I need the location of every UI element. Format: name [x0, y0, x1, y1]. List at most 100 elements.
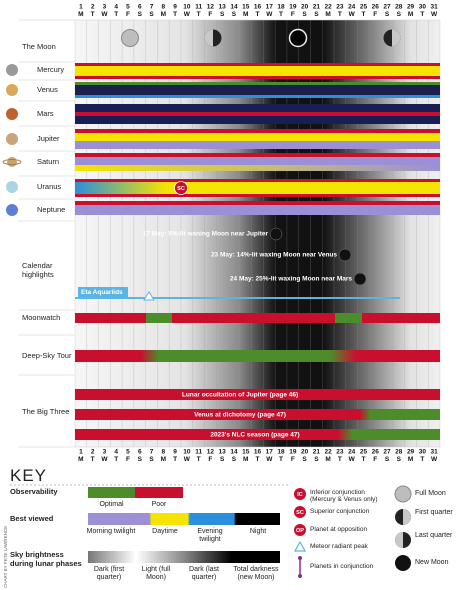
day-number: 1	[79, 449, 83, 456]
meteor-label-box	[78, 287, 128, 297]
weekday-label: W	[266, 456, 273, 463]
day-number: 22	[325, 449, 333, 456]
key-label: Optimal	[99, 501, 124, 508]
row-label: Jupiter	[37, 134, 60, 143]
day-number: 3	[103, 449, 107, 456]
weekday-label: M	[78, 11, 83, 18]
row-label: Neptune	[37, 205, 65, 214]
weekday-label: S	[138, 456, 143, 463]
first-quarter-lit	[392, 29, 401, 47]
key-label: Dark (first quarter)	[93, 566, 125, 582]
day-number: 6	[138, 449, 142, 456]
key-title: KEY	[10, 466, 48, 485]
neptune-icon	[6, 204, 18, 216]
weekday-label: M	[243, 11, 248, 18]
deep-sky-bar	[75, 350, 440, 362]
day-number: 5	[126, 449, 130, 456]
weekday-label: T	[197, 456, 201, 463]
day-number: 18	[277, 4, 285, 11]
weekday-label: W	[266, 11, 273, 18]
day-number: 6	[138, 4, 142, 11]
weekday-label: S	[302, 11, 307, 18]
day-number: 30	[419, 4, 427, 11]
row-label: Mercury	[37, 65, 64, 74]
key-label: Superior conjunction	[310, 508, 370, 515]
weekday-label: T	[420, 456, 424, 463]
day-number: 20	[301, 449, 309, 456]
day-number: 2	[91, 449, 95, 456]
weekday-label: M	[161, 11, 166, 18]
day-number: 24	[348, 4, 356, 11]
full-moon-icon	[121, 29, 139, 47]
weekday-label: S	[149, 11, 154, 18]
day-number: 21	[313, 4, 321, 11]
weekday-label: S	[232, 456, 237, 463]
day-number: 30	[419, 449, 427, 456]
row-separators	[18, 19, 440, 448]
sc-marker	[174, 181, 188, 195]
weekday-label: S	[314, 11, 319, 18]
weekday-label: W	[431, 456, 438, 463]
highlight-text: 23 May: 14%-lit waxing Moon near Venus	[211, 252, 337, 259]
key-label: New Moon	[415, 559, 449, 566]
row-label: Saturn	[37, 157, 59, 166]
weekday-label: M	[408, 456, 413, 463]
sc-marker-label: SC	[177, 186, 185, 192]
row-label: The Moon	[22, 42, 56, 51]
meteor-shower-label: Eta Aquariids	[81, 289, 123, 296]
day-number: 21	[313, 449, 321, 456]
weekday-label: S	[220, 11, 225, 18]
row-label: The Big Three	[22, 407, 69, 416]
weekday-label: S	[397, 11, 402, 18]
day-number: 15	[242, 449, 250, 456]
day-number: 27	[383, 449, 391, 456]
uranus-icon	[6, 181, 18, 193]
weekday-label: F	[373, 11, 377, 18]
key-meteor-icon	[293, 540, 307, 552]
day-number: 28	[395, 4, 403, 11]
key-label: Night	[249, 528, 267, 535]
weekday-label: S	[314, 456, 319, 463]
weekday-label: T	[114, 456, 118, 463]
key-new-moon	[395, 555, 411, 571]
weekday-label: W	[349, 11, 356, 18]
conjunction-moon	[338, 248, 352, 262]
weekday-label: W	[349, 456, 356, 463]
day-number: 29	[407, 4, 415, 11]
weekday-label: T	[197, 11, 201, 18]
row-label: Mars	[37, 109, 54, 118]
day-number: 17	[266, 449, 274, 456]
key-label: Planets in conjunction	[310, 563, 374, 570]
day-number: 26	[372, 449, 380, 456]
saturn-icon	[7, 157, 17, 167]
weekday-label: T	[256, 11, 260, 18]
day-number: 2	[91, 4, 95, 11]
conjunction-moon	[269, 227, 283, 241]
day-number: 10	[183, 4, 191, 11]
big-three-bar	[75, 409, 440, 420]
weekday-label: W	[184, 11, 191, 18]
weekday-label: T	[91, 456, 95, 463]
weekday-label: S	[397, 456, 402, 463]
day-number: 11	[195, 4, 202, 11]
moonwatch-bar	[75, 313, 440, 323]
weekday-label: T	[338, 11, 342, 18]
day-number: 19	[289, 4, 297, 11]
mercury-icon	[6, 64, 18, 76]
key-label: First quarter	[415, 509, 453, 516]
day-number: 24	[348, 449, 356, 456]
weekday-label: T	[338, 456, 342, 463]
day-number: 26	[372, 4, 380, 11]
credit: CHART BY PETE LAWRENCE	[3, 526, 8, 588]
day-number: 11	[195, 449, 202, 456]
day-number: 4	[114, 449, 118, 456]
day-number: 4	[114, 4, 118, 11]
big-three-text: Venus at dichotomy (page 47)	[194, 412, 286, 419]
day-number: 17	[266, 4, 274, 11]
key-label: Inferior conjunction (Mercury & Venus on…	[310, 489, 378, 504]
weekday-label: S	[385, 11, 390, 18]
key-heading: Best viewed	[10, 514, 54, 523]
weekday-label: M	[325, 11, 330, 18]
day-number: 3	[103, 4, 107, 11]
